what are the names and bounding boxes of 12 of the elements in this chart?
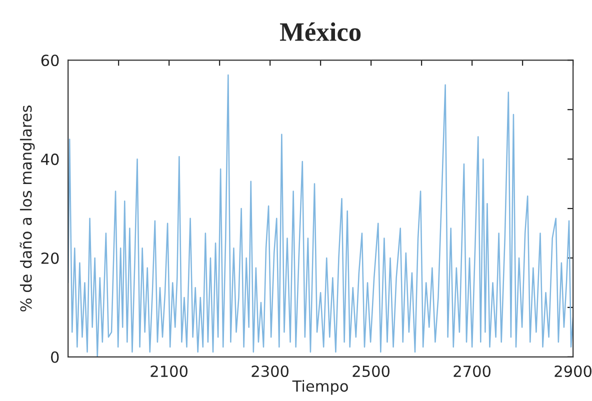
x-tick-label: 2500 — [352, 365, 390, 378]
y-axis-title: % de daño a los manglares — [20, 106, 35, 312]
x-tick-label: 2700 — [454, 365, 490, 378]
x-tick-label: 2300 — [252, 365, 288, 378]
x-axis-title: Tiempo — [292, 380, 348, 395]
y-tick-label: 20 — [41, 252, 59, 264]
y-tick-label: 0 — [51, 351, 59, 363]
x-tick-label: 2900 — [554, 365, 592, 378]
chart-title: México — [280, 22, 361, 41]
y-tick-label: 60 — [41, 54, 59, 66]
x-tick-label: 2100 — [150, 365, 188, 378]
y-tick-label: 40 — [41, 154, 59, 166]
